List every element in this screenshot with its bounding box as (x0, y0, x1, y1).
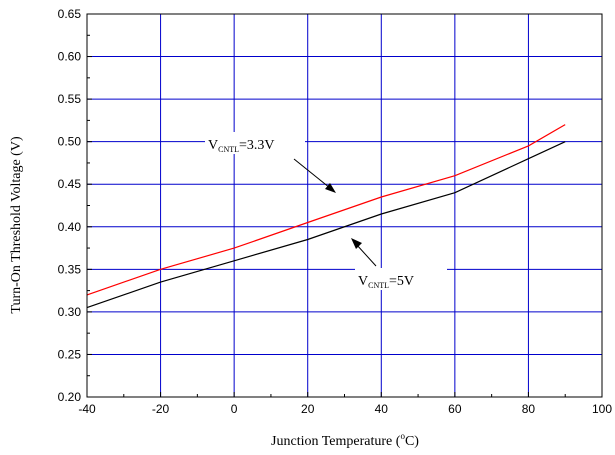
x-axis-unit-degree: o (400, 431, 405, 441)
x-axis-unit-close: C) (405, 434, 419, 449)
annotation-vcntl-3v3-arrow (293, 158, 331, 189)
series-line-1 (86, 124, 566, 296)
annotation-vcntl-3v3-value: =3.3V (239, 138, 275, 153)
axis-ticks (86, 13, 603, 398)
y-tick-label: 0.25 (58, 347, 82, 361)
annotation-vcntl-3v3-background (205, 132, 305, 154)
annotation-vcntl-5v-background (355, 268, 447, 290)
annotation-vcntl-3v3-main: V (208, 138, 218, 153)
annotation-vcntl-3v3-sub: CNTL (218, 145, 239, 154)
y-tick-label: 0.60 (58, 50, 82, 64)
x-axis-title-text: Junction Temperature (271, 434, 392, 449)
x-tick-label: 60 (448, 402, 462, 416)
plot-frame (86, 13, 603, 398)
y-tick-label: 0.40 (58, 220, 82, 234)
annotation-vcntl-5v-arrow (355, 243, 377, 267)
y-tick-label: 0.35 (58, 262, 82, 276)
x-tick-label: 100 (592, 402, 612, 416)
grid-lines (87, 14, 602, 397)
annotation-vcntl-5v-value: =5V (389, 274, 414, 289)
x-tick-label: -20 (152, 402, 170, 416)
y-tick-label: 0.50 (58, 135, 82, 149)
annotation-vcntl-5v-main: V (358, 274, 368, 289)
annotation-vcntl-3v3-arrowhead (325, 183, 336, 193)
y-tick-label: 0.20 (58, 390, 82, 404)
annotation-vcntl-5v: VCNTL=5V (351, 238, 447, 290)
x-tick-label: 80 (522, 402, 536, 416)
annotation-vcntl-3v3-label: VCNTL=3.3V (208, 138, 275, 154)
tick-labels: -40 -20 0 20 40 60 80 100 0.20 0.25 0.30 0.35 0.40 0.… (58, 7, 613, 416)
series-lines (86, 124, 566, 309)
y-tick-label: 0.55 (58, 92, 82, 106)
y-tick-label: 0.30 (58, 305, 82, 319)
x-tick-label: 40 (375, 402, 389, 416)
x-tick-label: 0 (231, 402, 238, 416)
series-line-2 (86, 141, 566, 309)
y-tick-label: 0.65 (58, 7, 82, 21)
x-axis-title: Junction Temperature (oC) (271, 431, 419, 449)
x-tick-label: 20 (301, 402, 315, 416)
x-axis-unit-open: ( (392, 434, 401, 449)
y-axis-title: Turn-On Threshold Voltage (V) (9, 136, 24, 314)
annotation-vcntl-5v-label: VCNTL=5V (358, 274, 414, 290)
x-tick-label: -40 (78, 402, 96, 416)
annotation-vcntl-3v3: VCNTL=3.3V (205, 132, 336, 193)
y-tick-label: 0.45 (58, 177, 82, 191)
annotation-vcntl-5v-arrowhead (351, 238, 362, 249)
annotation-vcntl-5v-sub: CNTL (368, 281, 389, 290)
